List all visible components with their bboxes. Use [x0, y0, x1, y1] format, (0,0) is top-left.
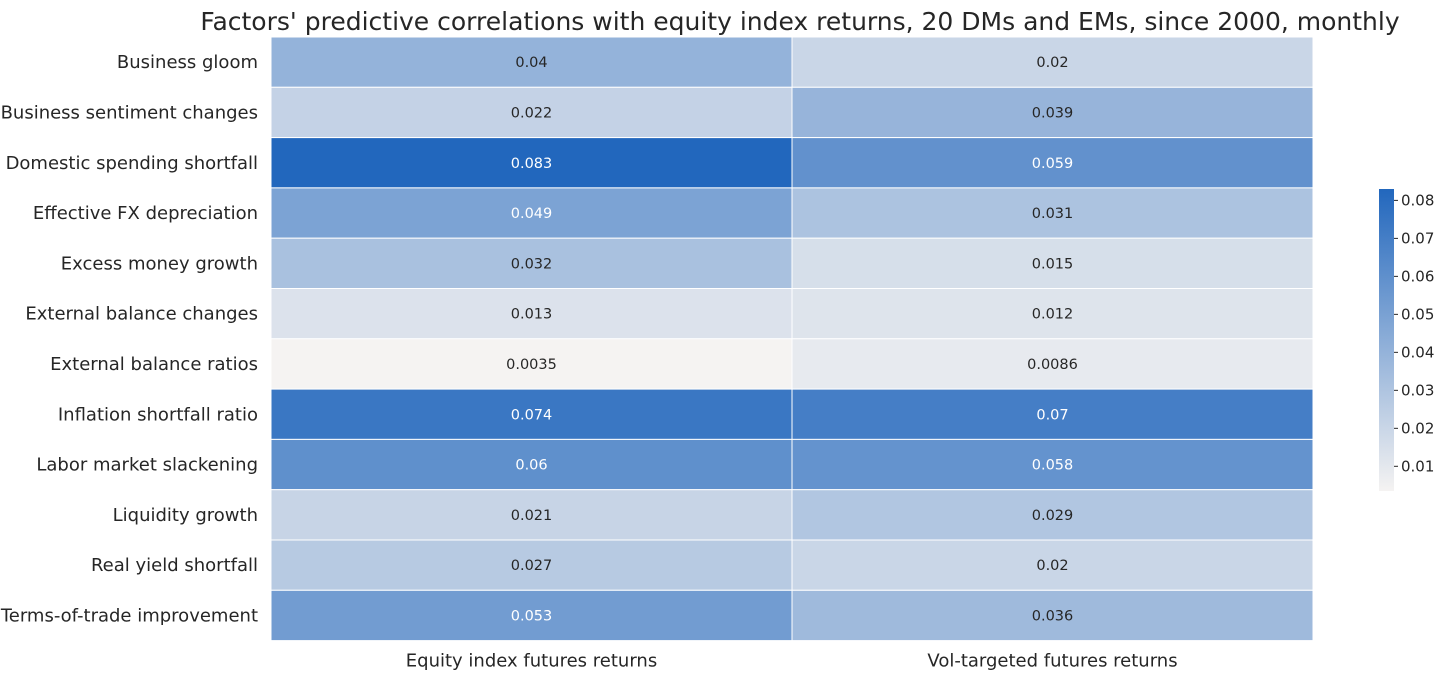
heatmap-cell [791, 338, 1314, 390]
cell-value-label: 0.04 [515, 55, 547, 71]
cell-value-label: 0.021 [511, 508, 553, 524]
cell-value-label: 0.032 [511, 256, 553, 272]
row-label: Liquidity growth [113, 505, 258, 526]
row-label: Business gloom [117, 52, 258, 73]
cell-value-label: 0.07 [1036, 407, 1068, 423]
cell-value-label: 0.02 [1036, 55, 1068, 71]
cell-value-label: 0.015 [1032, 256, 1074, 272]
row-label: Effective FX depreciation [33, 203, 258, 224]
row-label: Domestic spending shortfall [6, 153, 258, 174]
heatmap-cell [270, 438, 793, 491]
colorbar-tick-label: 0.06 [1401, 267, 1434, 285]
cell-value-label: 0.013 [511, 307, 553, 323]
row-label: Business sentiment changes [1, 102, 258, 123]
cell-value-label: 0.083 [511, 156, 553, 172]
colorbar: 0.01 0.02 0.03 0.04 0.05 0.06 0.07 0.08 [1379, 189, 1434, 491]
heatmap-cell [270, 388, 793, 440]
heatmap-cell [270, 36, 793, 88]
heatmap-cell [791, 589, 1314, 642]
heatmap-cell [791, 86, 1314, 139]
colorbar-tick-label: 0.02 [1401, 419, 1434, 437]
row-label: External balance ratios [50, 354, 258, 375]
heatmap-cell [791, 288, 1314, 340]
row-label: External balance changes [25, 304, 258, 325]
heatmap-cell [791, 489, 1314, 541]
cell-value-label: 0.029 [1032, 508, 1074, 524]
colorbar-tick-label: 0.07 [1401, 229, 1434, 247]
colorbar-gradient [1379, 189, 1394, 491]
cell-value-label: 0.074 [511, 407, 553, 423]
cell-value-label: 0.031 [1032, 206, 1074, 222]
heatmap-cell [270, 489, 793, 541]
cell-value-label: 0.059 [1032, 156, 1074, 172]
heatmap-cell [791, 438, 1314, 491]
heatmap-cell [791, 388, 1314, 440]
colorbar-tick-label: 0.04 [1401, 343, 1434, 361]
row-label: Inflation shortfall ratio [58, 404, 258, 425]
cell-value-label: 0.036 [1032, 608, 1074, 624]
cell-value-label: 0.022 [511, 105, 553, 121]
heatmap-cells: 0.04 0.02 0.022 0.039 0.083 0.059 0.049 0.031 0.… [270, 36, 1314, 642]
cell-value-label: 0.012 [1032, 307, 1074, 323]
heatmap-cell [791, 237, 1314, 289]
colorbar-tick-label: 0.05 [1401, 305, 1434, 323]
heatmap-cell [270, 137, 793, 189]
heatmap-cell [791, 36, 1314, 88]
row-label: Real yield shortfall [91, 555, 258, 576]
colorbar-tick-label: 0.08 [1401, 191, 1434, 209]
heatmap-cell [791, 137, 1314, 189]
heatmap-cell [270, 338, 793, 390]
cell-value-label: 0.0086 [1027, 357, 1078, 373]
column-label: Vol-targeted futures returns [927, 651, 1177, 672]
column-label: Equity index futures returns [406, 651, 657, 672]
heatmap-cell [270, 539, 793, 591]
row-label: Labor market slackening [36, 455, 258, 476]
colorbar-tick-label: 0.01 [1401, 457, 1434, 475]
column-labels: Equity index futures returns Vol-targeted… [406, 651, 1178, 672]
heatmap-cell [791, 539, 1314, 591]
row-label: Excess money growth [61, 253, 258, 274]
cell-value-label: 0.0035 [506, 357, 557, 373]
cell-value-label: 0.058 [1032, 458, 1074, 474]
heatmap-cell [270, 589, 793, 642]
cell-value-label: 0.039 [1032, 105, 1074, 121]
cell-value-label: 0.02 [1036, 558, 1068, 574]
heatmap-cell [270, 86, 793, 139]
cell-value-label: 0.06 [515, 458, 547, 474]
heatmap-cell [791, 187, 1314, 239]
chart-title: Factors' predictive correlations with eq… [200, 7, 1399, 36]
colorbar-tick-label: 0.03 [1401, 381, 1434, 399]
cell-value-label: 0.027 [511, 558, 553, 574]
cell-value-label: 0.053 [511, 608, 553, 624]
row-labels: Business gloom Business sentiment changes… [0, 52, 258, 626]
cell-value-label: 0.049 [511, 206, 553, 222]
row-label: Terms-of-trade improvement [0, 605, 258, 626]
